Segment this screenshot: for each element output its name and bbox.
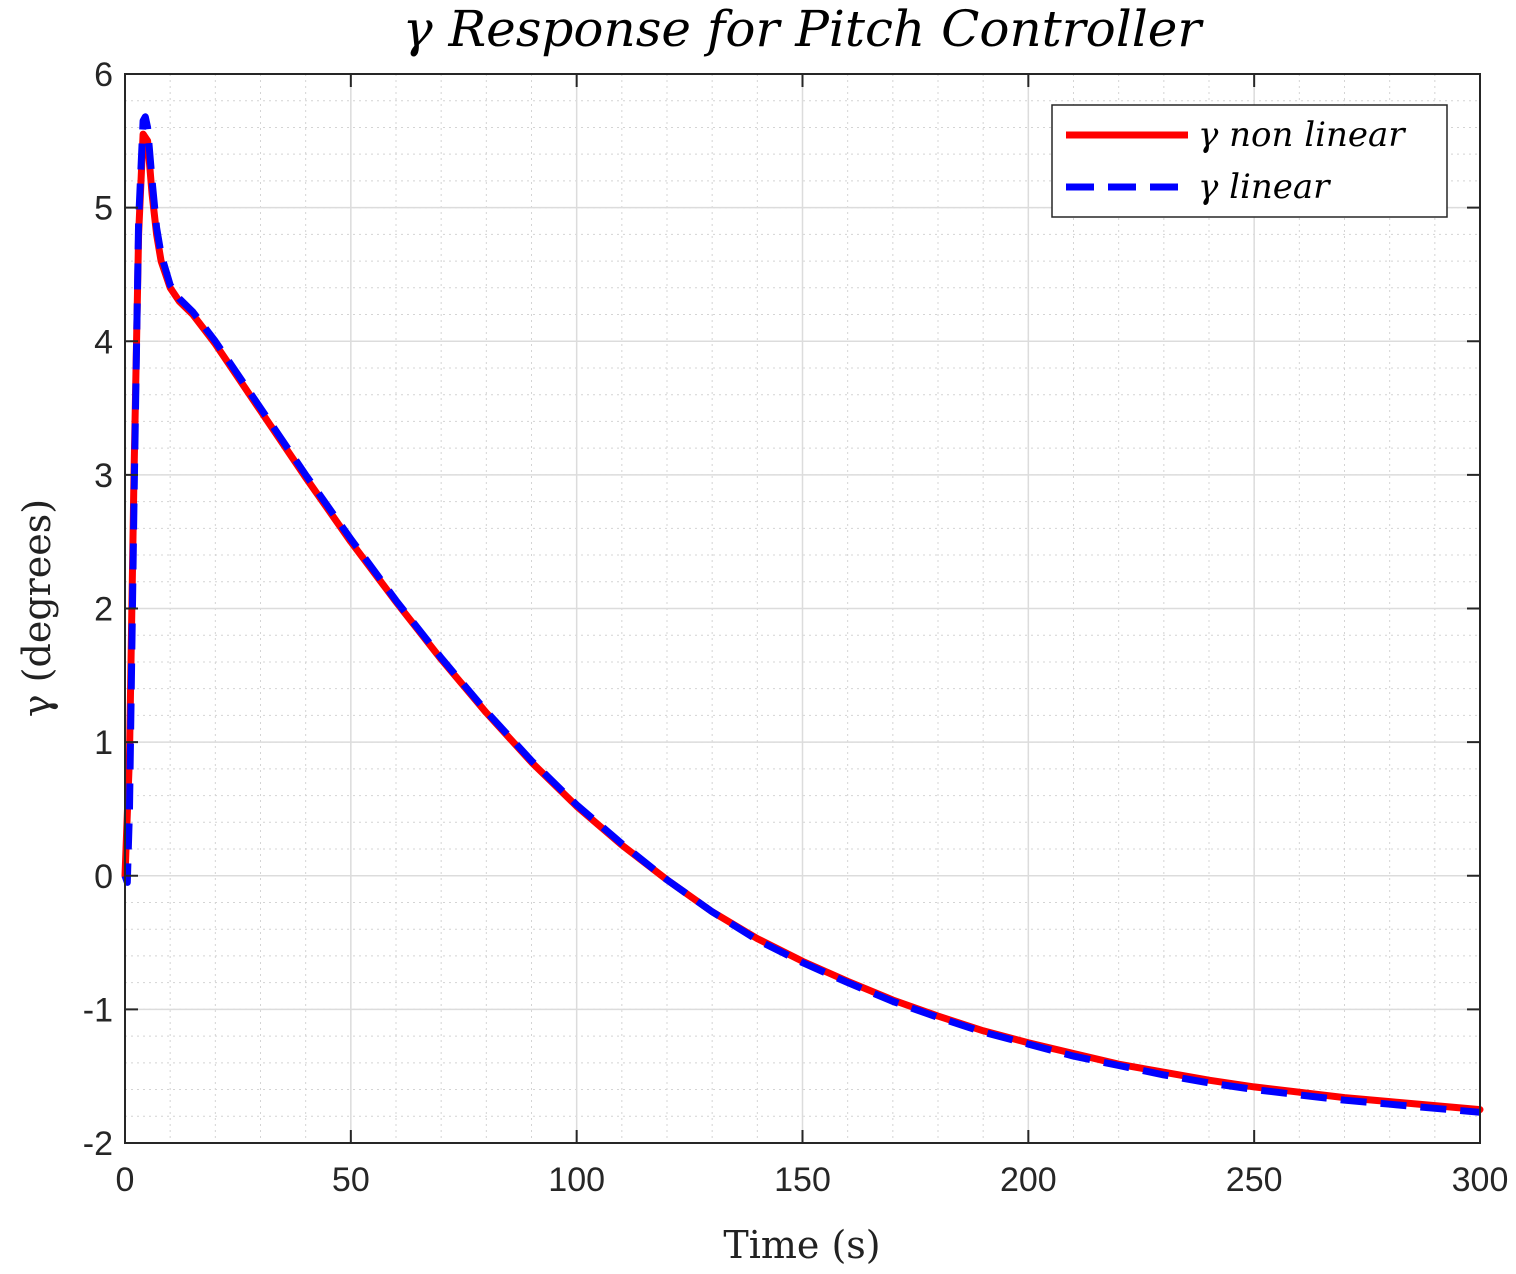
x-tick-label: 300	[1452, 1161, 1509, 1199]
axis-ticks	[124, 73, 1481, 1144]
series-line-linear	[121, 113, 1481, 1116]
legend-box	[1051, 104, 1448, 218]
x-tick-label: 0	[116, 1161, 135, 1199]
y-axis-label: γ (degrees)	[15, 499, 59, 717]
x-tick-label: 150	[774, 1161, 831, 1199]
y-tick-label: 2	[94, 591, 113, 629]
y-tick-label: -1	[83, 991, 113, 1029]
y-tick-label: 4	[94, 323, 113, 361]
y-tick-label: -2	[83, 1125, 113, 1163]
x-axis-label: Time (s)	[723, 1223, 880, 1267]
tick-labels: 0 50 100 150 200 250 300 -2 -1 0 1 2 3 4 5 6	[83, 56, 1509, 1199]
chart-title: γ Response for Pitch Controller	[403, 0, 1205, 58]
legend: γ non linear γ linear	[1051, 104, 1448, 218]
y-tick-label: 3	[94, 457, 113, 495]
x-tick-label: 200	[1000, 1161, 1057, 1199]
y-tick-label: 6	[94, 56, 113, 94]
x-tick-label: 50	[332, 1161, 370, 1199]
legend-label-non-linear: γ non linear	[1198, 115, 1406, 155]
y-tick-label: 5	[94, 190, 113, 228]
y-tick-label: 1	[94, 724, 113, 762]
x-tick-label: 250	[1226, 1161, 1283, 1199]
y-tick-label: 0	[94, 858, 113, 896]
series-layer	[121, 113, 1484, 1116]
legend-label-linear: γ linear	[1198, 167, 1331, 207]
x-tick-label: 100	[548, 1161, 605, 1199]
